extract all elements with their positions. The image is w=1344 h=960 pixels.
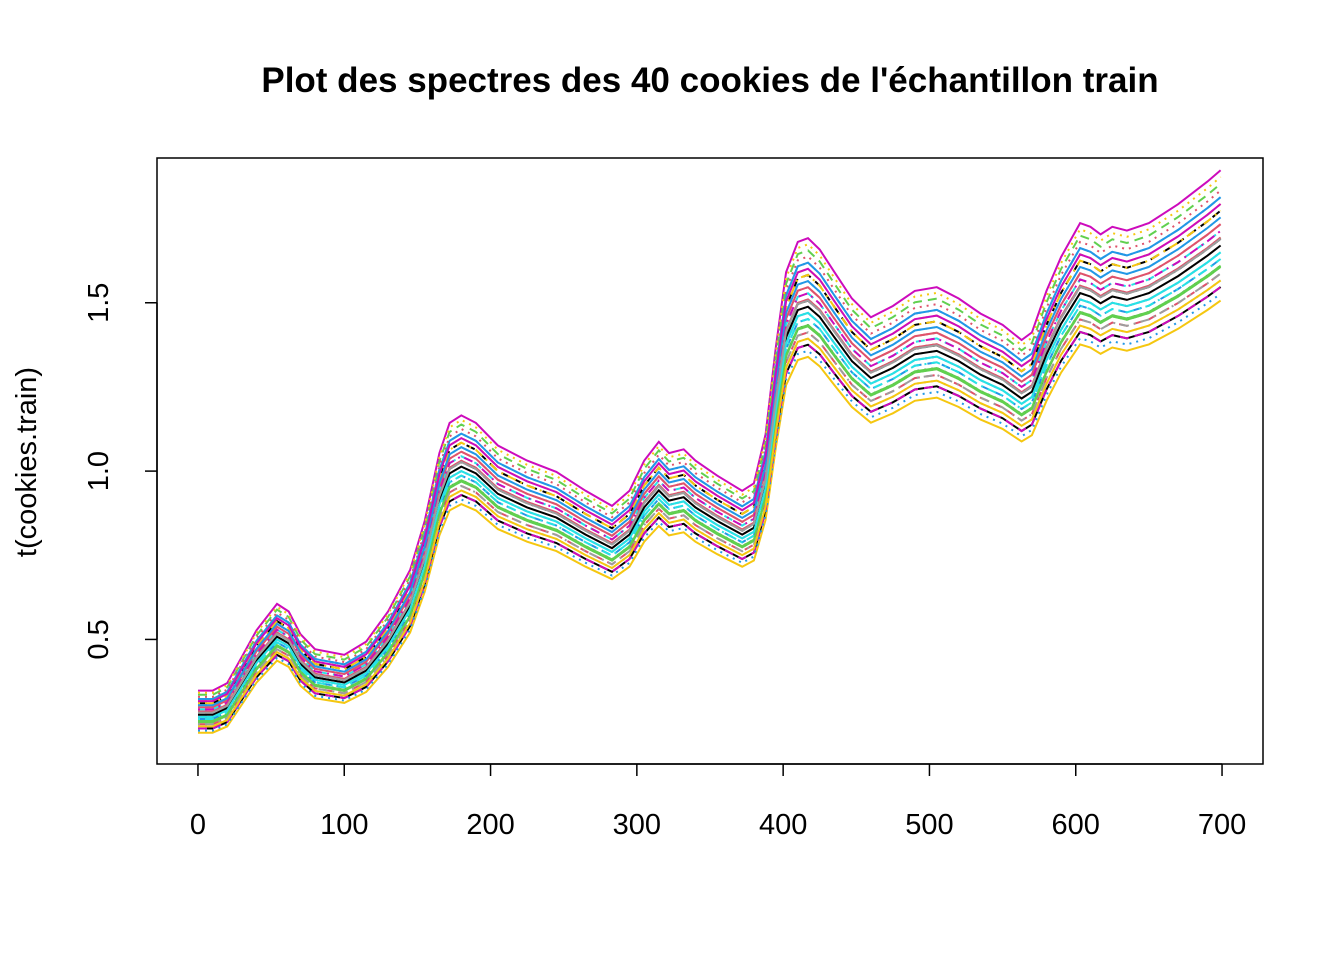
series-line-30: [198, 230, 1222, 711]
series-line-31: [198, 209, 1222, 705]
series-line-29: [198, 258, 1222, 720]
series-line-21: [198, 216, 1222, 707]
series-line-9: [198, 209, 1222, 705]
series-line-14: [198, 286, 1222, 730]
series-line-38: [198, 203, 1222, 703]
series-line-37: [198, 251, 1222, 718]
series-line-4: [198, 196, 1222, 700]
x-tick-label: 100: [320, 809, 368, 841]
series-line-20: [198, 292, 1222, 732]
x-tick-label: 500: [905, 809, 953, 841]
series-line-40: [198, 238, 1222, 714]
y-tick-label: 1.5: [83, 283, 115, 323]
series-line-7: [198, 299, 1222, 734]
series-line-26: [198, 223, 1222, 709]
x-tick-label: 300: [613, 809, 661, 841]
y-tick-label: 0.5: [83, 619, 115, 659]
x-axis: 0 100 200 300 400 500 600 700: [190, 763, 1246, 841]
chart-title: Plot des spectres des 40 cookies de l'éc…: [261, 61, 1158, 100]
x-tick-label: 0: [190, 809, 206, 841]
series-lines: [198, 169, 1222, 734]
x-tick-label: 400: [759, 809, 807, 841]
series-line-5: [198, 251, 1222, 718]
series-line-25: [198, 238, 1222, 714]
series-line-11: [198, 183, 1222, 696]
series-line-23: [198, 176, 1222, 694]
series-line-22: [198, 251, 1222, 718]
series-line-33: [198, 244, 1222, 716]
series-line-6: [198, 169, 1222, 692]
series-line-8: [198, 238, 1222, 714]
series-line-39: [198, 279, 1222, 728]
series-line-16: [198, 244, 1222, 716]
x-tick-label: 700: [1198, 809, 1246, 841]
series-line-36: [198, 216, 1222, 707]
y-tick-label: 1.0: [83, 451, 115, 491]
x-tick-label: 200: [466, 809, 514, 841]
series-line-13: [198, 230, 1222, 711]
y-axis: 0.5 1.0 1.5: [83, 283, 158, 660]
series-line-28: [198, 196, 1222, 700]
y-axis-label: t(cookies.train): [11, 367, 43, 557]
series-line-18: [198, 189, 1222, 698]
series-line-15: [198, 203, 1222, 703]
x-tick-label: 600: [1052, 809, 1100, 841]
series-line-35: [198, 264, 1222, 722]
series-line-2: [198, 223, 1222, 709]
series-line-32: [198, 272, 1222, 726]
